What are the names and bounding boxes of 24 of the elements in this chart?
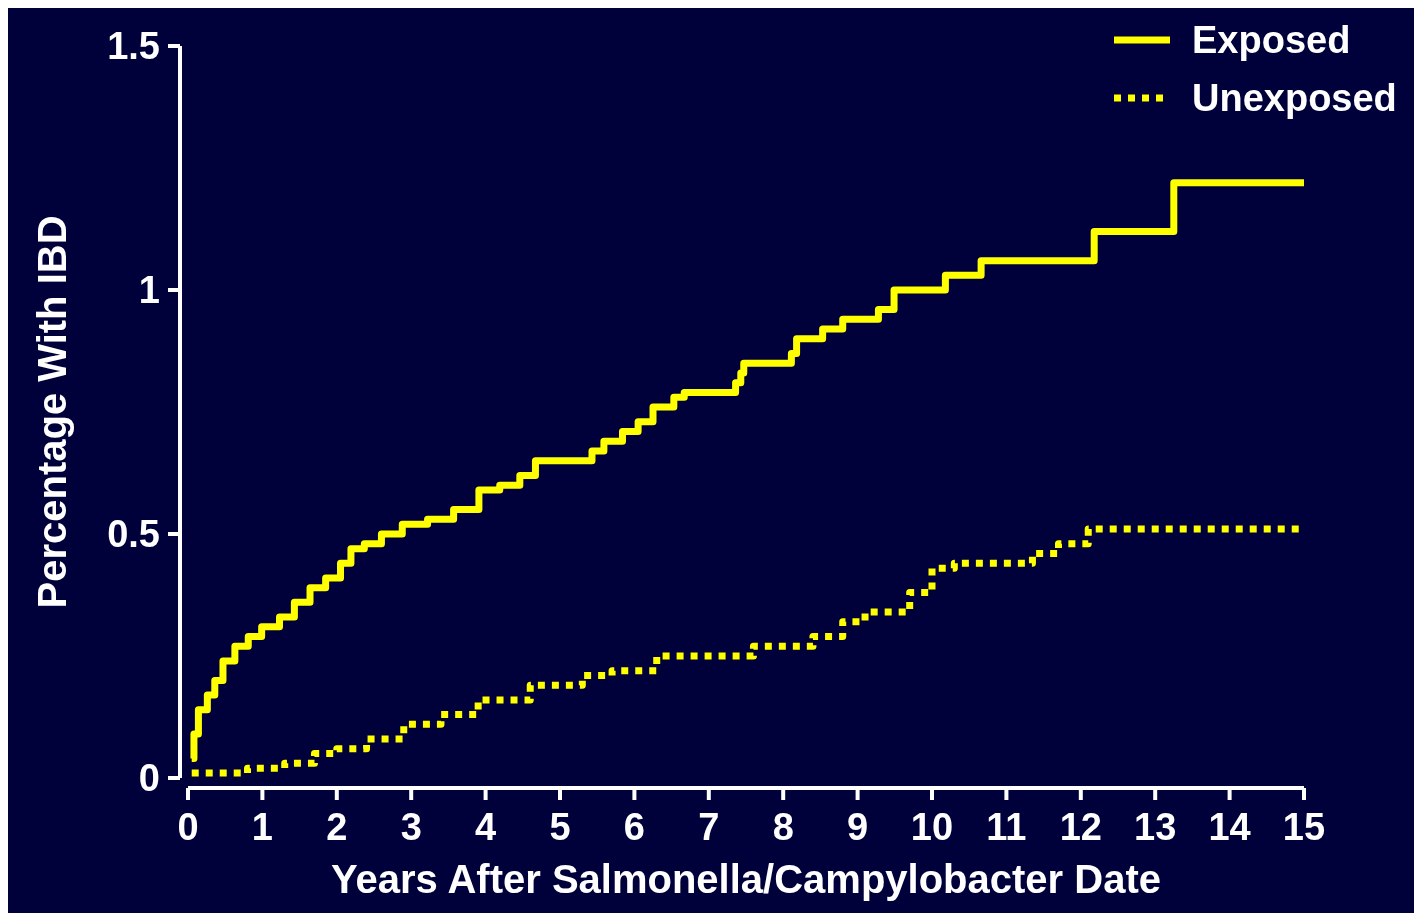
- x-tick-label: 13: [1134, 806, 1177, 848]
- x-tick-label: 8: [772, 806, 794, 848]
- x-tick-label: 0: [177, 806, 199, 848]
- x-tick-label: 14: [1208, 806, 1251, 848]
- y-tick-label: 0: [138, 757, 160, 800]
- x-tick-label: 6: [623, 806, 645, 848]
- x-tick-label: 7: [698, 806, 720, 848]
- x-tick-label: 4: [475, 806, 497, 848]
- x-tick-label: 3: [400, 806, 422, 848]
- x-tick-label: 1: [251, 806, 273, 848]
- legend-label: Unexposed: [1192, 77, 1397, 120]
- y-tick-label: 1.5: [107, 25, 160, 68]
- y-axis-title: Percentage With IBD: [30, 215, 74, 609]
- x-tick-label: 11: [986, 806, 1027, 848]
- x-axis-title: Years After Salmonella/Campylobacter Date: [331, 857, 1161, 901]
- y-tick-label: 0.5: [107, 513, 160, 556]
- x-tick-label: 15: [1282, 806, 1326, 848]
- x-tick-label: 9: [847, 806, 869, 848]
- x-tick-label: 12: [1059, 806, 1102, 848]
- x-tick-label: 10: [910, 806, 954, 848]
- legend-label: Exposed: [1192, 19, 1351, 62]
- x-tick-label: 5: [549, 806, 571, 848]
- x-tick-label: 2: [326, 806, 348, 848]
- y-tick-label: 1: [138, 269, 160, 312]
